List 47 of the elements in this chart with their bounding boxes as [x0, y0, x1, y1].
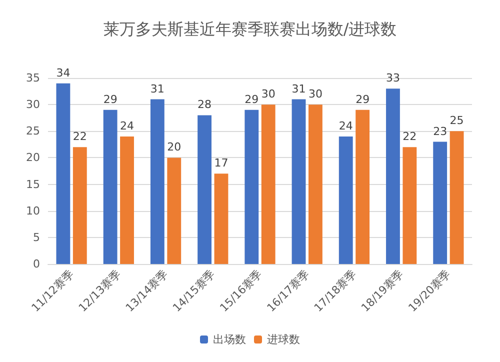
data-label: 22: [402, 130, 417, 144]
data-label: 23: [433, 124, 448, 138]
y-tick-label: 35: [26, 72, 40, 84]
bar: [214, 174, 228, 264]
chart-title: 莱万多夫斯基近年赛季联赛出场数/进球数: [103, 20, 397, 38]
data-label: 33: [386, 72, 400, 85]
bar: [386, 88, 400, 264]
bar: [244, 110, 259, 264]
data-label: 29: [244, 92, 259, 106]
data-label: 31: [292, 82, 306, 96]
bar: [402, 147, 417, 264]
bar: [450, 131, 464, 264]
legend-label: 出场数: [213, 333, 246, 346]
bar: [356, 110, 370, 264]
data-label: 28: [198, 98, 212, 112]
bar: [198, 115, 212, 264]
bar: [261, 104, 276, 264]
bar: [103, 110, 118, 264]
data-label: 31: [150, 82, 164, 96]
bar: [292, 99, 306, 264]
legend-label: 进球数: [267, 333, 300, 346]
data-label: 29: [103, 92, 118, 106]
bar: [167, 158, 182, 264]
bar: [338, 136, 353, 264]
bar: [150, 99, 164, 264]
bar: [120, 136, 134, 264]
data-label: 34: [56, 66, 70, 80]
y-tick-label: 15: [26, 178, 40, 191]
y-tick-label: 5: [33, 230, 40, 244]
y-tick-label: 30: [26, 98, 40, 112]
data-label: 22: [72, 130, 87, 144]
data-label: 30: [308, 88, 322, 101]
y-tick-label: 25: [26, 124, 40, 138]
data-label: 30: [261, 88, 276, 101]
y-tick-label: 10: [26, 204, 40, 218]
y-tick-label: 20: [26, 151, 40, 164]
y-tick-label: 0: [33, 258, 40, 270]
data-label: 24: [120, 119, 134, 132]
data-label: 25: [450, 114, 464, 128]
data-label: 24: [338, 119, 353, 132]
bar: [56, 83, 70, 264]
bar: [308, 104, 322, 264]
data-label: 29: [356, 92, 370, 106]
data-label: 17: [214, 156, 228, 170]
data-label: 20: [167, 140, 182, 154]
bar: [433, 142, 448, 264]
bar: [72, 147, 87, 264]
